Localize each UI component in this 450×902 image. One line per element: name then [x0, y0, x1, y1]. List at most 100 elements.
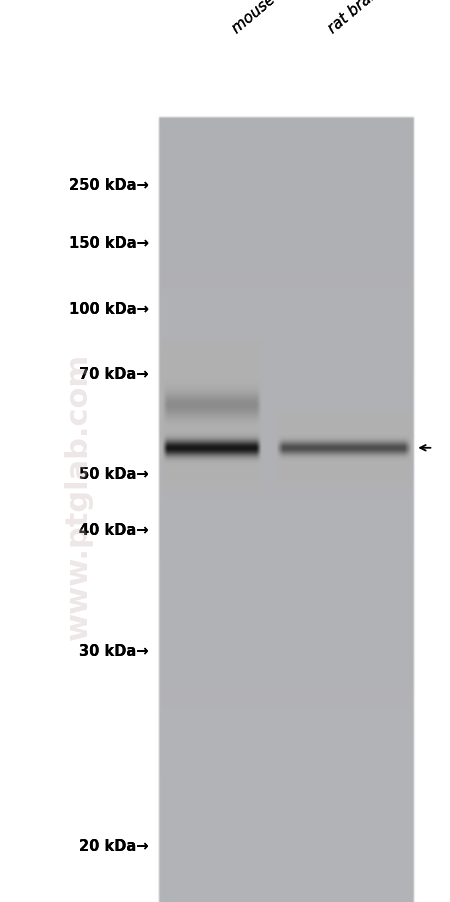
Bar — [160, 274, 414, 281]
Bar — [160, 457, 414, 464]
Bar — [160, 353, 414, 359]
Bar — [160, 582, 414, 588]
Bar — [160, 235, 414, 242]
Bar — [160, 189, 414, 196]
Bar — [160, 510, 414, 516]
Bar — [160, 843, 414, 850]
Bar — [160, 124, 414, 131]
Bar — [160, 562, 414, 568]
Bar — [160, 431, 414, 437]
Bar — [160, 862, 414, 870]
Bar — [160, 445, 414, 451]
Bar — [160, 647, 414, 653]
Bar — [160, 117, 414, 124]
Bar — [160, 208, 414, 216]
Bar — [160, 830, 414, 837]
Bar — [160, 464, 414, 471]
Bar — [160, 268, 414, 274]
Bar — [160, 653, 414, 660]
Bar — [160, 294, 414, 300]
Bar — [160, 254, 414, 262]
Text: 30 kDa→: 30 kDa→ — [79, 644, 148, 658]
Bar — [160, 536, 414, 542]
Bar — [160, 143, 414, 150]
Bar — [160, 216, 414, 222]
Bar — [160, 784, 414, 791]
Bar — [160, 287, 414, 294]
Bar — [160, 222, 414, 228]
Bar — [160, 157, 414, 163]
Bar — [160, 804, 414, 810]
Bar — [160, 542, 414, 548]
Bar — [160, 594, 414, 601]
Text: 20 kDa→: 20 kDa→ — [79, 838, 148, 852]
Bar — [160, 896, 414, 902]
Bar — [160, 320, 414, 327]
Bar — [160, 281, 414, 287]
Bar — [160, 202, 414, 208]
Text: 40 kDa→: 40 kDa→ — [79, 522, 148, 537]
Bar — [160, 385, 414, 391]
Bar — [160, 621, 414, 628]
Text: 30 kDa→: 30 kDa→ — [79, 644, 148, 658]
Bar — [160, 419, 414, 425]
Bar — [160, 150, 414, 157]
Bar — [160, 176, 414, 182]
Bar — [160, 634, 414, 640]
Bar — [160, 870, 414, 876]
Text: 250 kDa→: 250 kDa→ — [69, 178, 148, 192]
Bar — [160, 568, 414, 575]
Bar — [160, 516, 414, 523]
Bar — [160, 503, 414, 510]
Bar — [160, 889, 414, 896]
Bar — [160, 673, 414, 680]
Bar — [160, 242, 414, 248]
Bar — [160, 850, 414, 856]
Bar — [160, 425, 414, 431]
Text: 20 kDa→: 20 kDa→ — [79, 838, 148, 852]
Bar — [160, 437, 414, 444]
Bar — [160, 588, 414, 594]
Bar — [160, 548, 414, 556]
Bar — [160, 628, 414, 634]
Text: 150 kDa→: 150 kDa→ — [68, 236, 148, 251]
Text: rat brain: rat brain — [326, 0, 386, 36]
Bar — [160, 739, 414, 745]
Bar — [160, 339, 414, 346]
Bar — [160, 490, 414, 496]
Bar — [160, 391, 414, 399]
Bar — [160, 882, 414, 889]
Bar — [160, 483, 414, 490]
Bar — [160, 608, 414, 614]
Bar — [160, 725, 414, 732]
Bar — [160, 614, 414, 621]
Bar — [160, 640, 414, 647]
Bar — [160, 366, 414, 373]
Text: 50 kDa→: 50 kDa→ — [79, 466, 148, 481]
Bar — [160, 810, 414, 817]
Text: 250 kDa→: 250 kDa→ — [69, 178, 148, 192]
Bar — [160, 327, 414, 333]
Bar — [160, 719, 414, 725]
Bar — [160, 137, 414, 143]
Bar — [160, 333, 414, 339]
Bar — [160, 765, 414, 771]
Bar — [160, 163, 414, 170]
Text: 50 kDa→: 50 kDa→ — [79, 466, 148, 481]
Bar — [160, 751, 414, 758]
Bar — [160, 248, 414, 254]
Text: 70 kDa→: 70 kDa→ — [79, 367, 148, 382]
Bar — [160, 680, 414, 686]
Bar — [160, 373, 414, 379]
Bar — [160, 496, 414, 503]
Bar — [160, 771, 414, 778]
Bar — [160, 228, 414, 235]
Text: www.ptglab.com: www.ptglab.com — [64, 353, 93, 640]
Bar — [160, 660, 414, 667]
Bar — [160, 705, 414, 713]
Bar — [160, 170, 414, 176]
Bar — [160, 713, 414, 719]
Bar — [160, 477, 414, 483]
Bar — [160, 399, 414, 405]
Bar — [160, 314, 414, 320]
